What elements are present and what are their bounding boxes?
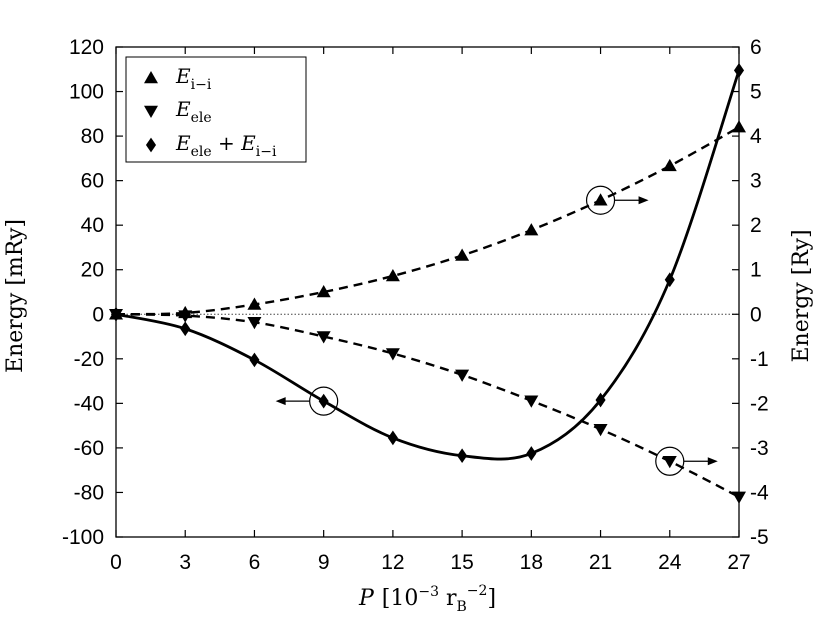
annotation-arrow-head <box>707 457 718 466</box>
x-tick-label: 12 <box>381 551 404 574</box>
y-left-tick-label: -20 <box>74 348 104 371</box>
series-e-total-point <box>249 352 260 368</box>
annotation-arrow-head <box>638 196 649 205</box>
x-tick-label: 15 <box>450 551 473 574</box>
series-e-ii-line <box>115 126 740 316</box>
y-left-tick-label: 80 <box>81 125 104 148</box>
y-right-tick-label: 6 <box>750 36 762 59</box>
y-axis-left-title: Energy [mRy] <box>3 219 28 373</box>
series-e-ele-line <box>115 313 740 498</box>
series-e-ele-point <box>593 423 608 437</box>
y-axis-right-title: Energy [Ry] <box>789 229 814 362</box>
series-e-ii-point <box>524 223 539 236</box>
legend-entry-e-total: Eele + Ei−i <box>175 131 277 160</box>
legend-marker-triangle-down <box>144 105 158 118</box>
series-e-ele-point <box>385 348 400 361</box>
y-right-tick-label: 1 <box>750 259 762 282</box>
y-left-tick-label: 60 <box>81 170 104 193</box>
y-left-tick-label: 40 <box>81 214 104 237</box>
tick-layer: 0 3 6 9 12 15 18 21 24 27-100-80-60-40-2002040608… <box>62 36 769 574</box>
x-tick-label: 27 <box>727 551 750 574</box>
legend-entry-e-ii: Ei−i <box>175 64 212 93</box>
series-e-ele-point <box>524 395 539 408</box>
series-e-total-point <box>180 321 191 337</box>
series-e-ele-point <box>316 331 331 344</box>
x-tick-label: 6 <box>249 551 261 574</box>
y-right-tick-label: -4 <box>750 481 769 504</box>
x-tick-label: 3 <box>179 551 191 574</box>
legend-box <box>125 56 307 163</box>
x-tick-label: 21 <box>589 551 612 574</box>
y-right-tick-label: 4 <box>750 125 762 148</box>
series-e-ele-point <box>662 456 677 469</box>
series-e-ele-point <box>455 369 470 382</box>
legend-marker-triangle-up <box>144 71 158 84</box>
series-e-ii-point <box>316 285 331 298</box>
series-e-ele-point <box>247 317 262 330</box>
y-right-tick-label: -3 <box>750 437 769 460</box>
series-e-ii-point <box>455 248 470 261</box>
series-e-total-point <box>457 448 468 464</box>
x-tick-label: 9 <box>318 551 330 574</box>
series-e-total-point <box>526 446 537 461</box>
series-e-ii-point <box>247 297 262 310</box>
y-left-tick-label: 120 <box>69 36 104 59</box>
x-tick-label: 18 <box>520 551 543 574</box>
series-e-total-point <box>387 430 398 446</box>
y-right-tick-label: -5 <box>750 526 769 549</box>
y-left-tick-label: 0 <box>92 303 104 326</box>
y-right-tick-label: 3 <box>750 170 762 193</box>
series-e-total-point <box>595 392 606 408</box>
x-tick-label: 24 <box>658 551 682 574</box>
y-left-tick-label: -40 <box>74 392 104 415</box>
y-right-tick-label: 2 <box>750 214 762 237</box>
series-e-total-point <box>318 393 329 409</box>
y-left-tick-label: -80 <box>74 481 104 504</box>
series-e-ii-point <box>662 158 677 172</box>
y-left-tick-label: -100 <box>62 526 104 549</box>
y-left-tick-label: 20 <box>81 259 104 282</box>
y-left-tick-label: 100 <box>69 81 104 104</box>
x-tick-label: 0 <box>110 551 122 574</box>
annotation-arrow-head <box>275 397 286 406</box>
y-right-tick-label: -1 <box>750 348 769 371</box>
y-right-tick-label: 5 <box>750 81 762 104</box>
series-e-ele-point <box>178 310 193 323</box>
x-axis-title: P [10−3 rB−2] <box>358 583 496 615</box>
legend: Ei−i Eele Eele + Ei−i <box>125 56 307 163</box>
legend-markers <box>144 71 158 153</box>
y-right-tick-label: 0 <box>750 303 762 326</box>
legend-marker-diamond <box>145 137 157 153</box>
series-e-total-point <box>664 272 675 288</box>
plot-frame <box>115 46 740 538</box>
series-e-ii-point <box>593 193 608 206</box>
series-e-ii-point <box>385 268 400 282</box>
y-right-tick-label: -2 <box>750 392 769 415</box>
legend-entry-e-ele: Eele <box>175 97 212 126</box>
y-left-tick-label: -60 <box>74 437 104 460</box>
